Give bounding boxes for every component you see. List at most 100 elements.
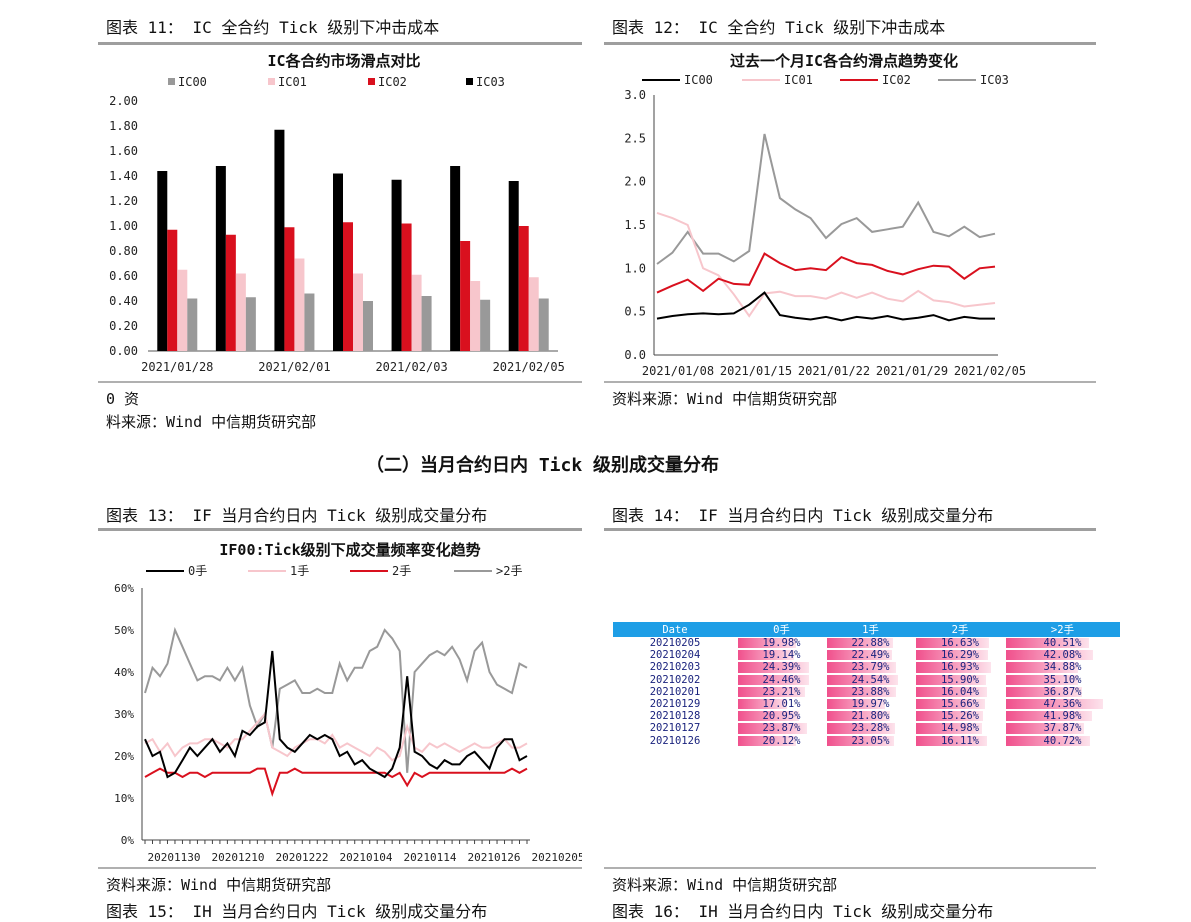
fig14-value-text: 40.51% [1043,637,1082,650]
section-heading: （二）当月合约日内 Tick 级别成交量分布 [366,455,720,476]
fig14-date-cell: 20210126 [649,734,701,747]
fig14-header-cell: 0手 [737,622,826,637]
fig14-value-cell: 19.97% [826,698,915,710]
fig14-value-cell: 41.98% [1005,710,1120,722]
fig13-ytick-label: 20% [114,750,134,763]
fig11-bar-ic02 [343,222,353,351]
fig11-legend-swatch [268,78,275,85]
fig11-bar-ic03 [333,173,343,351]
fig11-legend-label: IC01 [278,75,307,89]
fig11-ytick-label: 0.20 [109,319,138,333]
table-row: 20210127 23.87% 23.28% 14.98% 37.87% [613,722,1120,734]
fig11-bar-ic02 [460,241,471,351]
fig11-caption: 图表 11： IC 全合约 Tick 级别下冲击成本 [106,18,440,37]
fig12-legend-label: IC03 [980,73,1009,87]
fig12-bottom-rule [604,381,1096,383]
fig13-chart: IF00:Tick级别下成交量频率变化趋势 0手 1手 2手 >2手 0% 10% 20%… [114,541,582,864]
fig16-caption: 图表 16： IH 当月合约日内 Tick 级别成交量分布 [612,902,994,921]
fig14-value-bar [738,735,797,746]
fig14-value-text: 40.72% [1043,734,1082,747]
fig14-value-cell: 14.98% [915,722,1005,734]
fig14-value-text: 20.95% [762,710,801,723]
fig14-value-text: 22.49% [851,649,890,662]
fig11-bars [157,129,549,351]
fig12-legend-label: IC02 [882,73,911,87]
fig12-axes: 0.0 0.5 1.0 1.5 2.0 2.5 3.0 2021/01/08 2021/01/1… [624,88,1026,378]
fig11-bar-ic00 [421,296,432,351]
fig11-ytick-label: 1.60 [109,144,138,158]
fig11-xtick-label: 2021/02/01 [258,360,330,374]
fig14-value-text: 23.79% [851,661,890,674]
table-row: 20210204 19.14% 22.49% 16.29% 42.08% [613,649,1120,661]
fig14-value-text: 19.98% [762,637,801,650]
fig13-legend-label: 1手 [290,564,309,578]
fig11-bar-ic02 [401,223,412,351]
fig14-caption: 图表 14： IF 当月合约日内 Tick 级别成交量分布 [612,506,994,525]
fig14-value-text: 23.28% [851,722,890,735]
fig11-legend: IC00 IC01 IC02 IC03 [168,75,505,89]
fig11-bar-ic02 [284,227,295,351]
fig13-line-series [144,767,528,798]
fig14-value-cell: 22.88% [826,637,915,649]
fig14-value-cell: 16.63% [915,637,1005,649]
fig11-xtick-label: 2021/01/28 [141,360,213,374]
fig14-value-text: 22.88% [851,637,890,650]
fig11-bar-ic00 [363,301,373,351]
fig14-value-bar [827,638,894,649]
fig14-value-cell: 23.79% [826,661,915,673]
fig14-value-bar [1006,638,1090,649]
fig14-value-text: 14.98% [941,722,979,735]
fig15-caption: 图表 15： IH 当月合约日内 Tick 级别成交量分布 [106,902,488,921]
fig11-ytick-label: 0.40 [109,294,138,308]
fig12-ytick-label: 2.5 [624,131,646,145]
fig13-xtick-label: 20201130 [148,851,201,864]
fig14-value-cell: 23.87% [737,722,826,734]
fig14-value-cell: 24.46% [737,674,826,686]
table-row: 20210126 20.12% 23.05% 16.11% 40.72% [613,735,1120,747]
fig14-value-bar [1006,662,1078,673]
fig11-bar-ic02 [518,226,529,351]
fig14-value-text: 24.54% [851,673,890,686]
fig14-value-text: 16.29% [941,649,979,662]
fig14-value-bar [916,735,987,746]
fig11-ytick-label: 0.80 [109,244,138,258]
fig14-value-bar [1006,698,1104,710]
fig14-value-bar [827,735,894,746]
fig14-value-cell: 23.05% [826,735,915,747]
fig14-value-text: 15.66% [941,698,979,711]
fig14-value-cell: 15.66% [915,698,1005,710]
fig13-line-series [144,650,528,779]
fig13-xtick-label: 20201222 [276,851,329,864]
fig12-legend-label: IC00 [684,73,713,87]
fig14-header-cell: 2手 [915,622,1005,637]
fig11-bar-ic03 [450,166,461,351]
fig14-value-cell: 15.26% [915,710,1005,722]
fig14-value-cell: 20.95% [737,710,826,722]
fig14-value-bar [1006,650,1093,661]
fig11-legend-label: IC02 [378,75,407,89]
fig11-source-line2: 料来源：Wind 中信期货研究部 [106,413,317,431]
fig14-value-cell: 21.80% [826,710,915,722]
fig12-xtick-label: 2021/01/08 [642,364,714,378]
fig13-xtick-label: 20210114 [404,851,457,864]
fig14-value-text: 24.39% [762,661,801,674]
fig14-value-bar [1006,723,1084,734]
table-row: 20210129 17.01% 19.97% 15.66% 47.36% [613,698,1120,710]
fig11-bar-ic03 [274,129,285,351]
fig12-lines [656,133,996,322]
fig14-header-cell: Date [613,622,737,637]
fig14-value-bar [827,723,895,734]
fig13-legend: 0手 1手 2手 >2手 [146,564,522,578]
fig11-legend-swatch [466,78,473,85]
fig13-source: 资料来源：Wind 中信期货研究部 [106,876,332,894]
fig14-value-bar [738,674,809,685]
fig11-xtick-label: 2021/02/03 [375,360,447,374]
fig13-xtick-label: 20210126 [468,851,521,864]
fig13-legend-label: 2手 [392,564,411,578]
fig13-legend-label: 0手 [188,564,207,578]
fig14-value-cell: 35.10% [1005,674,1120,686]
fig11-bar-ic01 [235,273,246,351]
fig11-ytick-label: 2.00 [109,94,138,108]
fig12-ytick-label: 0.5 [624,305,646,319]
fig14-value-cell: 15.90% [915,674,1005,686]
